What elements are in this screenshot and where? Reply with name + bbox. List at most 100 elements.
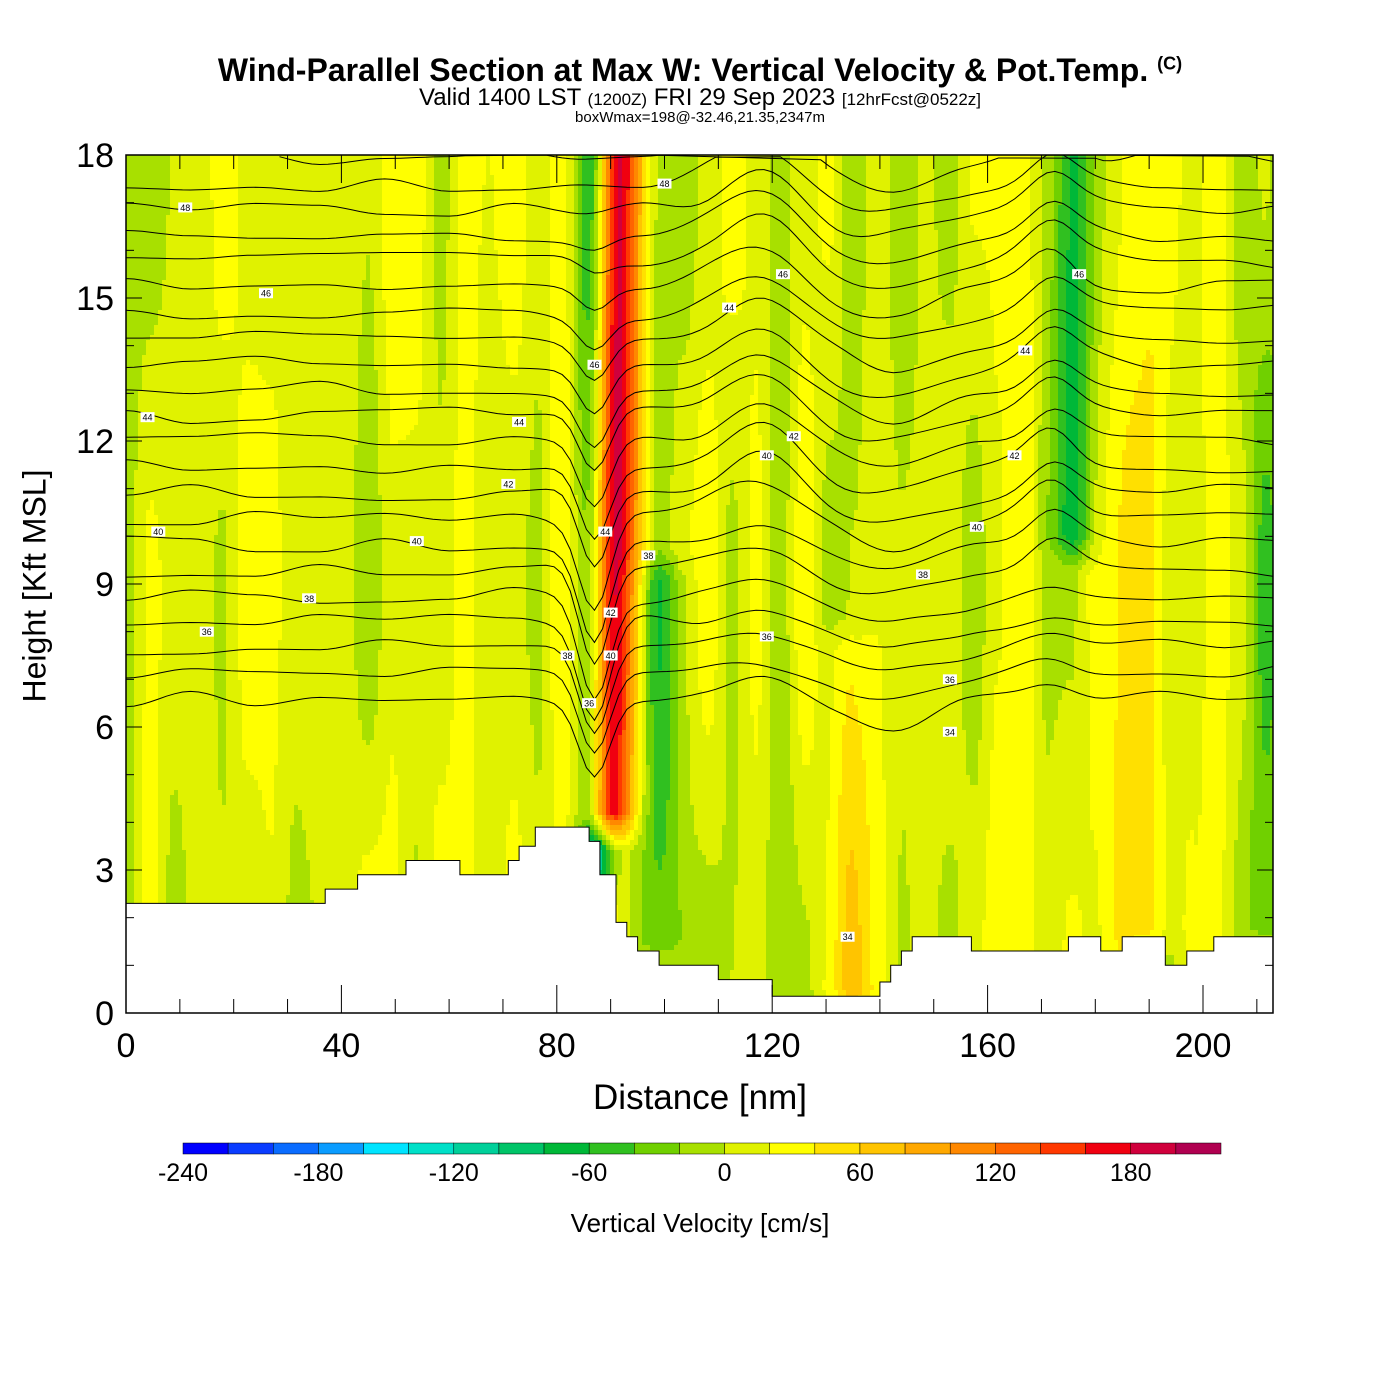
x-tick-label: 0	[117, 1027, 136, 1065]
theta-contour-label: 34	[945, 727, 955, 737]
colorbar-tick-label: 180	[1110, 1159, 1152, 1187]
theta-contour-line	[125, 403, 1274, 508]
colorbar-segment	[814, 1142, 861, 1155]
theta-contour-label: 42	[789, 432, 799, 442]
theta-label-bg	[587, 359, 602, 370]
theta-contour-line	[125, 537, 1274, 666]
x-axis-label: Distance [nm]	[593, 1078, 807, 1118]
theta-contour-label: 40	[606, 651, 616, 661]
y-tick-label: 6	[95, 709, 114, 747]
theta-contour-label: 46	[778, 270, 788, 280]
theta-contour-label: 40	[153, 527, 163, 537]
vertical-velocity-field	[126, 155, 1273, 1013]
theta-label-bg	[759, 450, 774, 461]
theta-contour-line	[125, 276, 1274, 351]
theta-label-bg	[942, 674, 957, 685]
theta-contour-label: 44	[1020, 346, 1030, 356]
theta-label-bg	[603, 607, 618, 618]
chart-title: Wind-Parallel Section at Max W: Vertical…	[0, 52, 1400, 89]
theta-contour-line	[125, 450, 1274, 568]
theta-contour-label: 38	[563, 651, 573, 661]
y-axis-label: Height [Kft MSL]	[17, 470, 54, 703]
theta-contour-line	[125, 373, 1274, 472]
terrain	[125, 826, 1274, 1014]
theta-contour-line	[125, 508, 1274, 644]
colorbar-segment	[724, 1142, 770, 1155]
theta-contour-line	[125, 189, 1274, 265]
theta-label-bg	[1018, 345, 1033, 356]
colorbar-segment	[859, 1142, 906, 1155]
theta-contour-label: 36	[202, 627, 212, 637]
colorbar-segment	[634, 1142, 680, 1155]
colorbar-tick-label: 60	[846, 1159, 874, 1187]
x-tick-label: 200	[1175, 1027, 1232, 1065]
theta-contour-label: 42	[1010, 451, 1020, 461]
theta-label-bg	[641, 550, 656, 561]
theta-contour-label: 44	[514, 417, 524, 427]
forecast-info: [12hrFcst@0522z]	[842, 90, 981, 109]
theta-contour-line	[125, 169, 1274, 238]
colorbar-tick-label: -120	[429, 1159, 479, 1187]
theta-contour-line	[125, 578, 1274, 701]
theta-contour-label: 46	[261, 289, 271, 299]
theta-contour-label: 38	[918, 570, 928, 580]
theta-contour-label: 40	[762, 451, 772, 461]
theta-label-bg	[1007, 450, 1022, 461]
y-tick-label: 9	[95, 566, 114, 604]
colorbar-segment	[273, 1142, 319, 1155]
colorbar-tick-label: -180	[293, 1159, 343, 1187]
theta-contour-line	[126, 632, 1274, 735]
colorbar-segment	[182, 1142, 229, 1155]
theta-label-bg	[657, 178, 672, 189]
theta-contour-label: 46	[589, 360, 599, 370]
theta-contour-label: 42	[503, 479, 513, 489]
theta-label-bg	[722, 302, 737, 313]
colorbar-segment	[318, 1142, 364, 1155]
valid-time: Valid 1400 LST	[419, 84, 581, 111]
colorbar-segment	[769, 1142, 816, 1155]
colorbar-segment	[227, 1142, 274, 1155]
theta-label-bg	[409, 536, 424, 547]
theta-contour-label: 40	[972, 522, 982, 532]
theta-label-bg	[786, 431, 801, 442]
theta-label-bg	[582, 698, 597, 709]
theta-contour-label: 44	[143, 413, 153, 423]
colorbar-label: Vertical Velocity [cm/s]	[571, 1208, 830, 1239]
colorbar-segment	[1085, 1142, 1131, 1155]
copyright-mark: (C)	[1157, 53, 1182, 73]
colorbar-segment	[995, 1142, 1041, 1155]
theta-label-bg	[840, 931, 855, 942]
theta-contour-label: 38	[304, 594, 314, 604]
colorbar: -240 -180 -120 -60 0 60 120 180	[158, 1142, 1222, 1187]
theta-label-bg	[942, 726, 957, 737]
theta-label-bg	[512, 416, 527, 427]
theta-label-bg	[501, 478, 516, 489]
theta-contour-label: 36	[584, 699, 594, 709]
y-tick-label: 15	[76, 280, 114, 318]
theta-label-bg	[140, 412, 155, 423]
theta-contour-label: 34	[843, 932, 853, 942]
theta-contour-line	[126, 479, 1274, 612]
y-tick-label: 0	[95, 995, 114, 1033]
x-tick-label: 80	[538, 1027, 576, 1065]
theta-label-bg	[1072, 269, 1087, 280]
theta-contour-line	[125, 354, 1274, 449]
box-wmax-info: boxWmax=198@-32.46,21.35,2347m	[0, 109, 1400, 126]
theta-label-bg	[560, 650, 575, 661]
theta-label-bg	[178, 202, 193, 213]
theta-contour-label: 44	[600, 527, 610, 537]
colorbar-tick-label: 120	[974, 1159, 1016, 1187]
theta-contour-line	[125, 421, 1274, 540]
theta-label-bg	[775, 269, 790, 280]
utc-time: (1200Z)	[588, 90, 648, 109]
theta-label-bg	[151, 526, 166, 537]
theta-contour-line	[279, 154, 1274, 193]
colorbar-segment	[1040, 1142, 1086, 1155]
theta-contour-line	[125, 609, 1274, 722]
theta-contour-line	[125, 675, 1274, 778]
colorbar-tick-label: 0	[718, 1159, 732, 1187]
theta-label-bg	[598, 526, 613, 537]
theta-contour-label: 40	[412, 537, 422, 547]
theta-label-bg	[759, 631, 774, 642]
colorbar-tick-label: -240	[158, 1159, 208, 1187]
